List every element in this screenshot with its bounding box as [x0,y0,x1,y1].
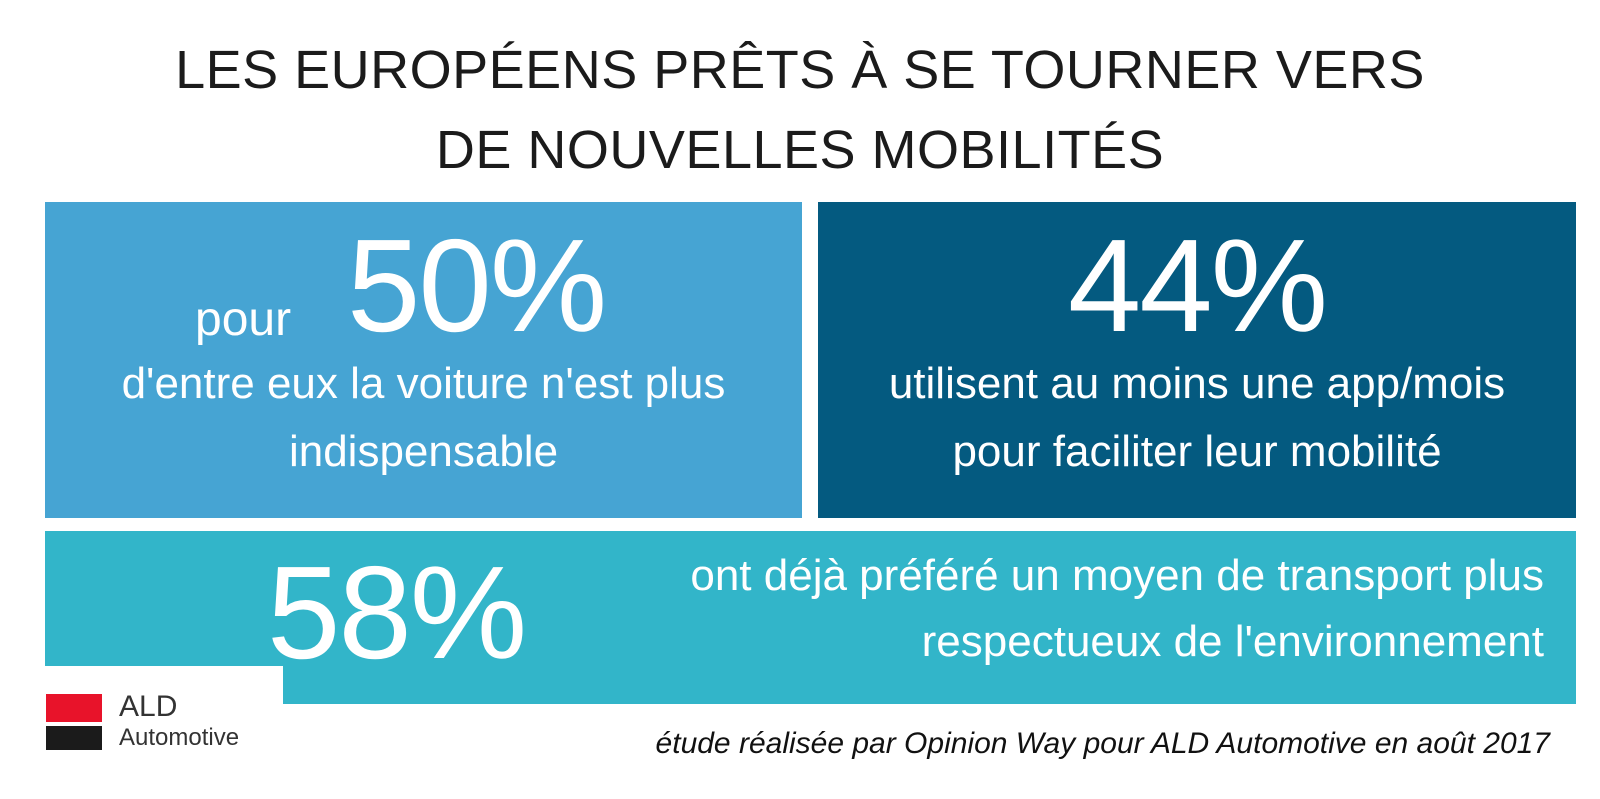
stat-prefix: pour [195,293,292,346]
ald-logo: ALD Automotive [20,666,283,779]
stat-description: d'entre eux la voiture n'est plus indisp… [45,350,802,486]
stat-value: 58% [267,539,527,686]
stat-description: ont déjà préféré un moyen de transport p… [690,543,1544,675]
title-line-1: LES EUROPÉENS PRÊTS À SE TOURNER VERS [175,40,1425,100]
ald-logo-mark-icon [46,694,102,750]
stat-description: utilisent au moins une app/mois pour fac… [818,350,1576,486]
source-footnote: étude réalisée par Opinion Way pour ALD … [655,727,1550,760]
stat-card-app-users: 44% utilisent au moins une app/mois pour… [818,202,1576,518]
stat-card-eco-transport: 58% ont déjà préféré un moyen de transpo… [45,531,1576,704]
stat-description-line-2: indispensable [288,427,559,476]
stat-card-car-not-essential: pour 50% d'entre eux la voiture n'est pl… [45,202,802,518]
page-title: LES EUROPÉENS PRÊTS À SE TOURNER VERS DE… [0,30,1600,190]
stat-description-line-1: utilisent au moins une app/mois [888,359,1506,408]
stat-description-line-2: respectueux de l'environnement [921,617,1544,666]
title-line-2: DE NOUVELLES MOBILITÉS [435,120,1165,180]
stat-value: 50% [347,212,607,359]
stat-description-line-1: d'entre eux la voiture n'est plus [121,359,726,408]
stat-value: 44% [1067,212,1328,359]
logo-subtitle: Automotive [119,724,240,751]
stat-description-line-2: pour faciliter leur mobilité [952,427,1442,476]
logo-name: ALD [119,690,178,723]
stat-description-line-1: ont déjà préféré un moyen de transport p… [690,551,1544,600]
